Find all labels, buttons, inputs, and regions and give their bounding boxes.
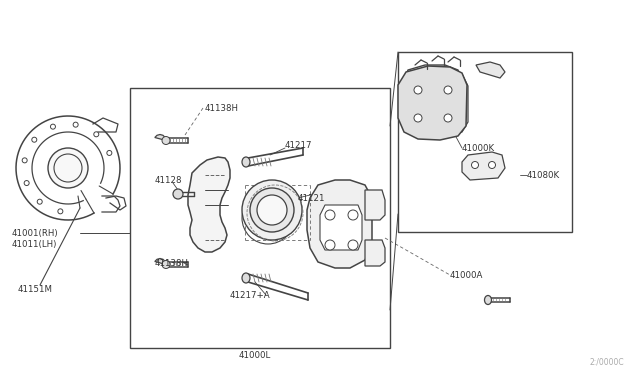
Ellipse shape [242,273,250,283]
Polygon shape [155,259,166,264]
Text: 41121: 41121 [298,193,326,202]
Circle shape [58,209,63,214]
Text: 41000L: 41000L [239,352,271,360]
Circle shape [48,148,88,188]
Text: 41138H: 41138H [205,103,239,112]
Circle shape [242,180,302,240]
Polygon shape [365,190,385,220]
Polygon shape [155,135,166,141]
Circle shape [348,210,358,220]
Ellipse shape [484,295,492,305]
Polygon shape [398,66,467,140]
Circle shape [488,161,495,169]
Circle shape [37,199,42,204]
Circle shape [162,137,170,144]
Polygon shape [320,205,362,250]
Circle shape [444,86,452,94]
Circle shape [472,161,479,169]
Text: 41011(LH): 41011(LH) [12,240,58,248]
Text: 2:/0000C: 2:/0000C [590,357,625,366]
Polygon shape [476,62,505,78]
Circle shape [51,124,56,129]
Text: 41217: 41217 [285,141,312,150]
Polygon shape [403,65,462,136]
Circle shape [94,132,99,137]
Text: 41000A: 41000A [450,270,483,279]
Text: 41080K: 41080K [527,170,560,180]
Text: 41128: 41128 [155,176,182,185]
Text: 41151M: 41151M [18,285,53,295]
Text: 41000K: 41000K [462,144,495,153]
Text: 41217+A: 41217+A [230,291,271,299]
Circle shape [24,180,29,186]
Circle shape [73,122,78,127]
Circle shape [348,240,358,250]
Circle shape [444,114,452,122]
Text: 41001(RH): 41001(RH) [12,228,59,237]
Circle shape [414,114,422,122]
Circle shape [162,260,170,269]
Circle shape [414,86,422,94]
Polygon shape [188,157,230,252]
Circle shape [250,188,294,232]
Circle shape [325,210,335,220]
Circle shape [173,189,183,199]
Polygon shape [365,240,385,266]
Circle shape [107,150,112,155]
Circle shape [325,240,335,250]
Circle shape [257,195,287,225]
Polygon shape [462,152,505,180]
Polygon shape [431,78,462,130]
Polygon shape [426,70,468,136]
Circle shape [32,137,36,142]
Ellipse shape [242,157,250,167]
Text: 41138H: 41138H [155,259,189,267]
Circle shape [22,158,27,163]
Polygon shape [307,180,372,268]
